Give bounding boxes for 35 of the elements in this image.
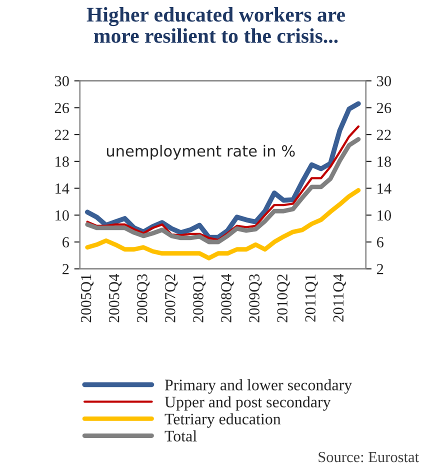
y-tick-label: 18	[56, 156, 69, 167]
annotation: unemployment rate in %	[106, 144, 295, 160]
y2-tick-label: 10	[378, 210, 392, 221]
x-tick-label: 2010Q2	[277, 274, 290, 322]
legend-label: Tetriary education	[164, 413, 281, 428]
y2-tick-label: 22	[376, 130, 391, 140]
y-tick-label: 6	[62, 237, 70, 248]
x-tick-label: 2009Q3	[249, 274, 262, 322]
legend-label: Total	[164, 430, 197, 442]
line-series	[85, 188, 361, 260]
x-tick-label: 2008Q4	[221, 274, 234, 322]
x-tick-label: 2007Q2	[165, 274, 178, 322]
x-tick-label: 2005Q1	[80, 274, 94, 322]
y-tick-label: 26	[54, 102, 70, 114]
x-tick-label: 2008Q1	[193, 274, 206, 322]
y2-tick-label: 14	[378, 183, 392, 194]
y2-tick-label: 2	[376, 264, 384, 274]
legend-label: Upper and post secondary	[164, 396, 331, 411]
y2-tick-label: 18	[378, 156, 392, 167]
y-tick-label: 10	[56, 210, 69, 221]
source-note: Source: Eurostat	[318, 452, 419, 462]
y2-tick-label: 6	[376, 237, 384, 248]
line-series	[84, 101, 361, 240]
y-tick-label: 22	[54, 130, 69, 140]
y2-tick-label: 26	[376, 102, 392, 114]
y-tick-label: 2	[62, 264, 69, 274]
x-tick-label: 2006Q3	[136, 274, 150, 322]
x-tick-label: 2005Q4	[108, 274, 122, 322]
y2-tick-label: 30	[377, 76, 392, 86]
y-tick-label: 14	[56, 183, 70, 194]
x-tick-label: 2011Q4	[333, 274, 346, 322]
y-tick-label: 30	[54, 76, 69, 86]
chart-title: Higher educated workers are more resilient to the crisis...	[86, 7, 345, 44]
x-tick-label: 2011Q1	[305, 274, 318, 322]
legend-label: Primary and lower secondary	[164, 379, 352, 394]
